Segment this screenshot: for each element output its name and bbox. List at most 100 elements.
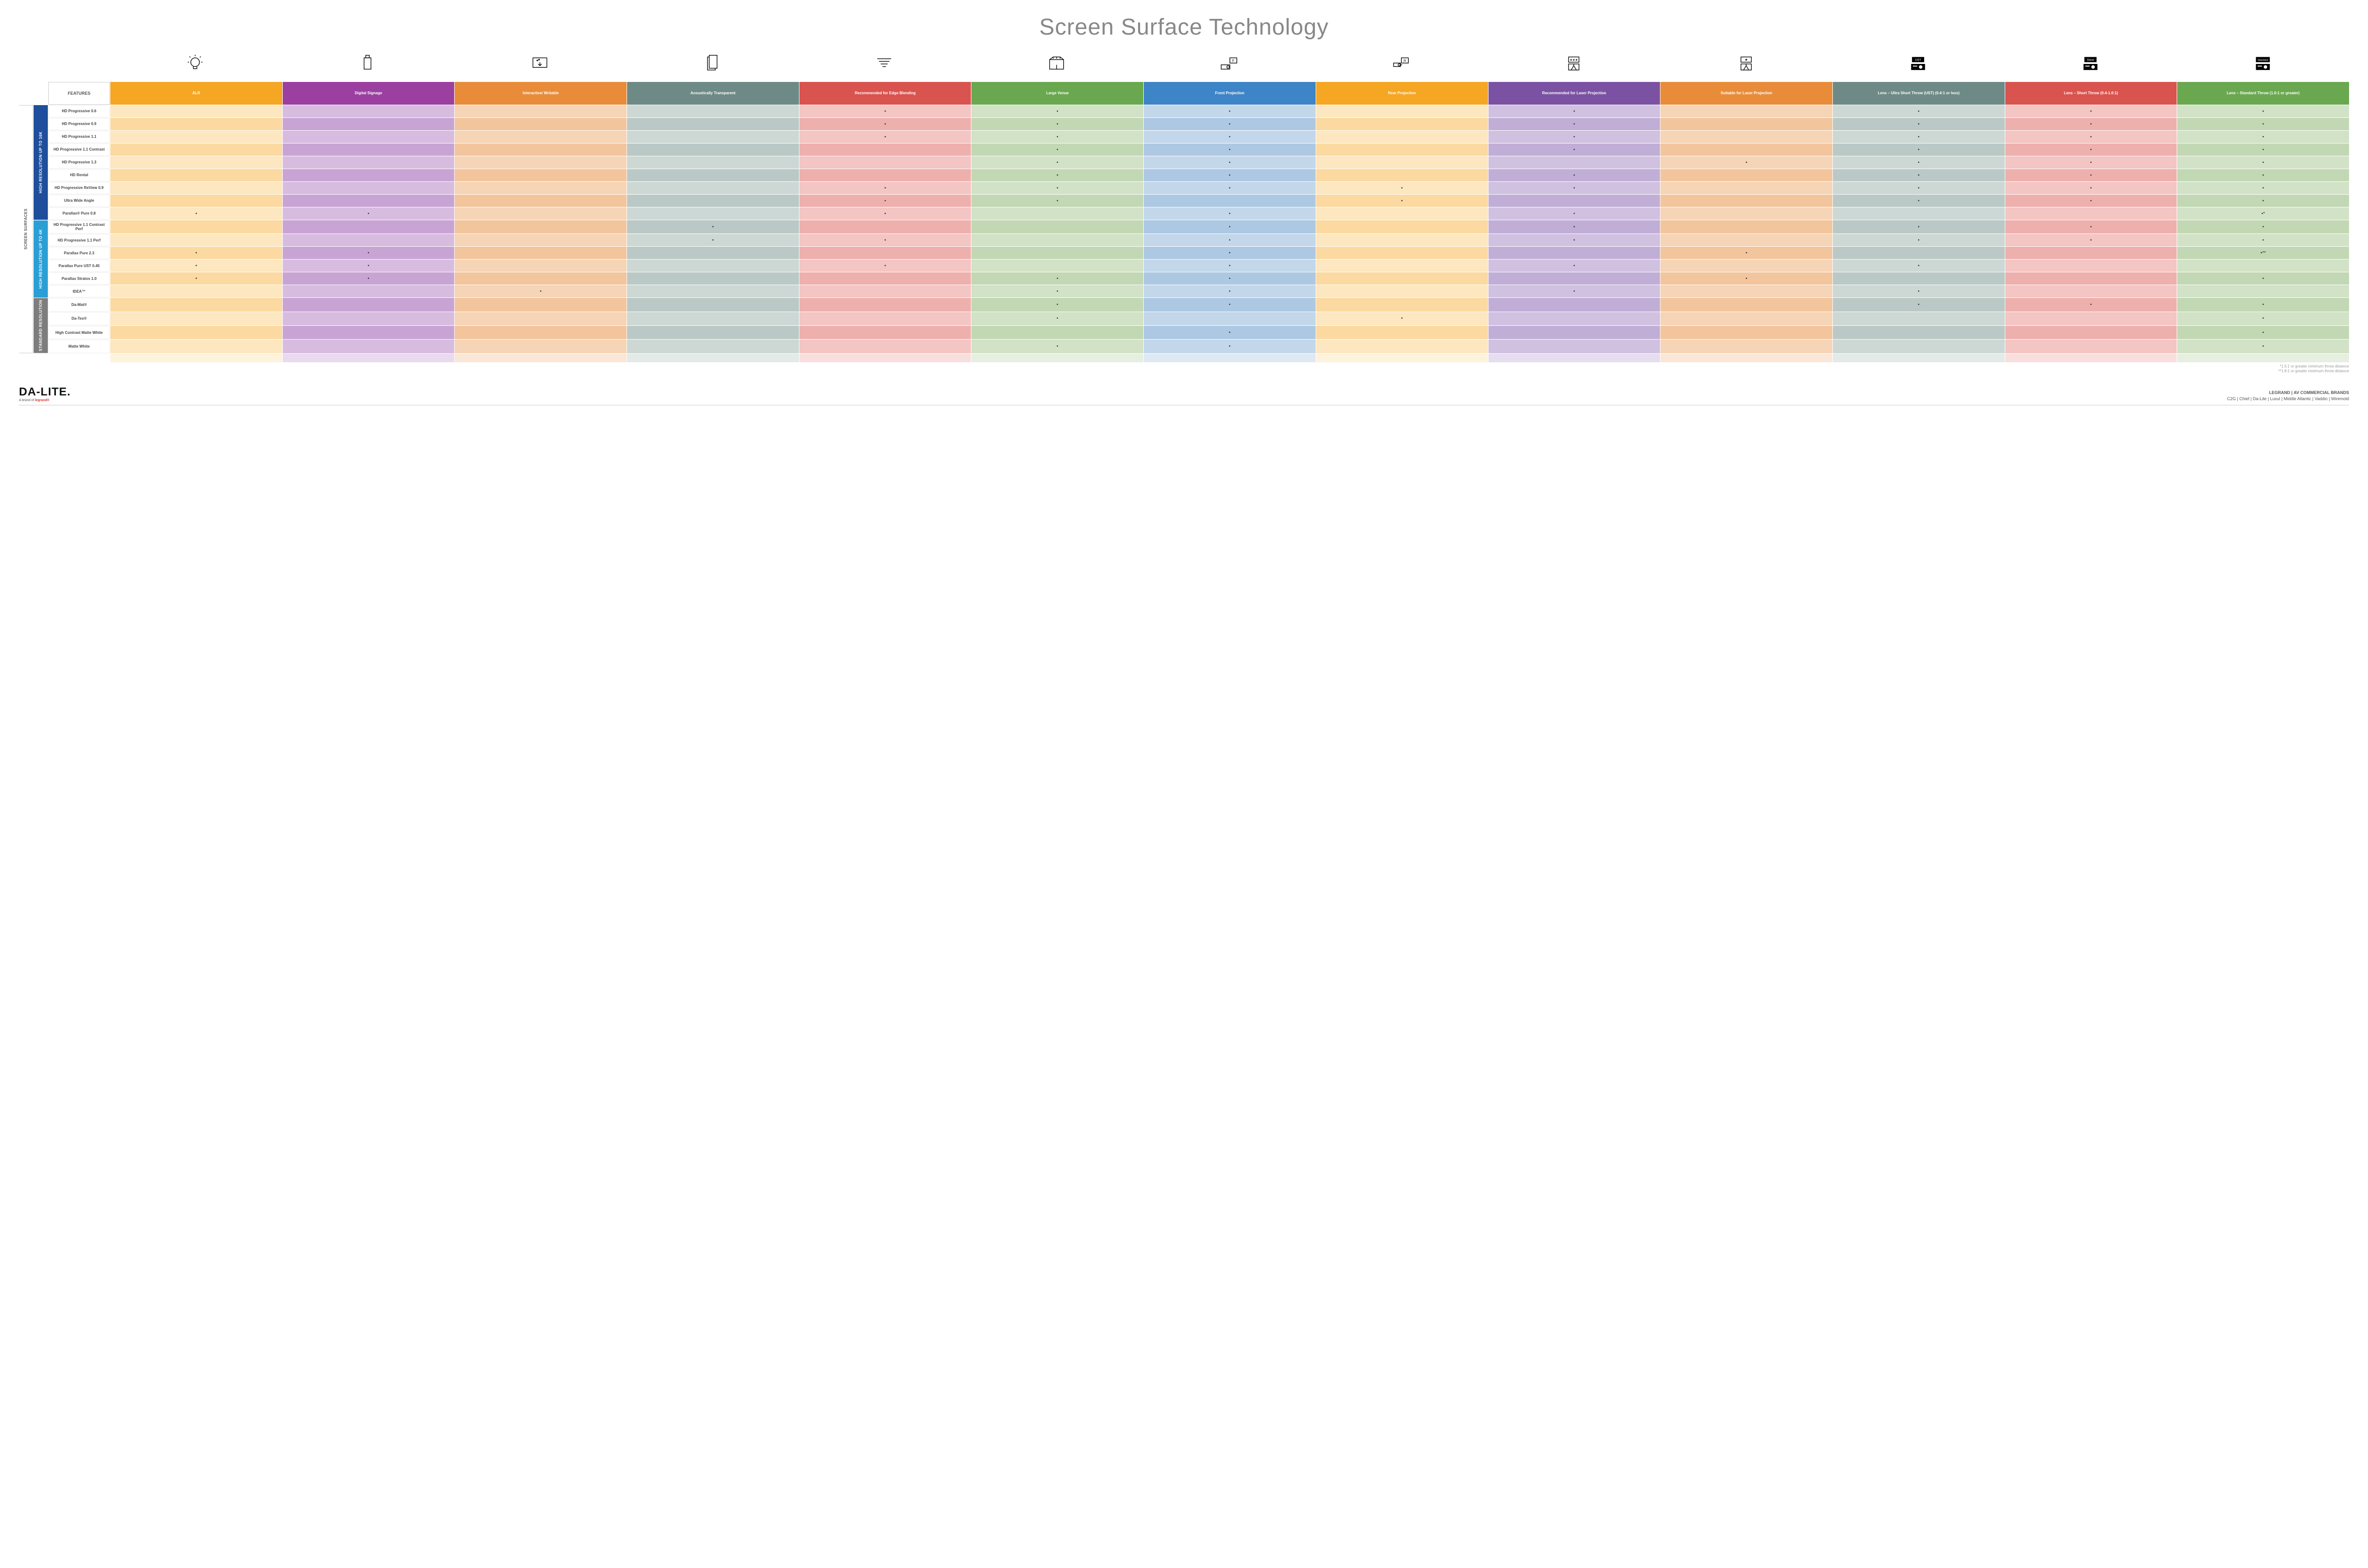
cell xyxy=(455,131,627,143)
row-label: Matte White xyxy=(48,340,110,353)
cell: • xyxy=(1833,169,2005,181)
cell: • xyxy=(1660,272,1832,285)
cell xyxy=(627,169,799,181)
group-2: STANDARD RESOLUTION xyxy=(34,298,48,353)
cell: • xyxy=(1833,143,2005,156)
cell xyxy=(627,285,799,297)
cell xyxy=(971,234,1143,246)
cell xyxy=(1489,312,1660,325)
row-label: HD Progressive 1.1 Contrast xyxy=(48,143,110,156)
group-0: HIGH RESOLUTION UP TO 16K xyxy=(34,105,48,220)
cell xyxy=(799,312,971,325)
svg-text:UST: UST xyxy=(1915,59,1921,62)
cell: • xyxy=(2177,195,2349,207)
cell xyxy=(1489,272,1660,285)
cell xyxy=(1144,312,1316,325)
cell xyxy=(971,326,1143,339)
cell xyxy=(1489,326,1660,339)
cell xyxy=(1489,195,1660,207)
cell xyxy=(110,234,282,246)
cell: • xyxy=(1144,298,1316,311)
cell xyxy=(1316,285,1488,297)
std-proj-icon: Standard xyxy=(2177,50,2349,78)
cell xyxy=(1660,326,1832,339)
cell xyxy=(455,234,627,246)
cell xyxy=(110,326,282,339)
row-label: HD Progressive 1.3 xyxy=(48,156,110,169)
cell: • xyxy=(2177,220,2349,233)
row-label: Da-Mat® xyxy=(48,298,110,311)
cell xyxy=(283,312,455,325)
cell: • xyxy=(1489,169,1660,181)
cell xyxy=(1316,220,1488,233)
cell xyxy=(799,340,971,353)
brand-logo: DA-LITE. xyxy=(19,385,71,399)
cell xyxy=(1833,272,2005,285)
cell: • xyxy=(1660,247,1832,259)
cell xyxy=(455,340,627,353)
row-label: Da-Tex® xyxy=(48,312,110,325)
cell xyxy=(1833,247,2005,259)
cell xyxy=(1316,118,1488,130)
cell: • xyxy=(1144,285,1316,297)
cell: •* xyxy=(2177,207,2349,220)
cell: • xyxy=(2177,156,2349,169)
cell: • xyxy=(971,312,1143,325)
cell xyxy=(1316,298,1488,311)
col-header-digsig: Digital Signage xyxy=(283,82,455,105)
cell xyxy=(110,285,282,297)
cell xyxy=(1316,272,1488,285)
cell xyxy=(1316,207,1488,220)
cell: • xyxy=(2005,143,2177,156)
col-header-alr: ALR xyxy=(110,82,282,105)
cell: • xyxy=(1489,182,1660,194)
cell xyxy=(1833,326,2005,339)
cell xyxy=(627,118,799,130)
cell xyxy=(1660,340,1832,353)
cell: • xyxy=(1489,207,1660,220)
cell xyxy=(971,220,1143,233)
cell: • xyxy=(110,272,282,285)
cell: • xyxy=(1489,285,1660,297)
ust-proj-icon: UST xyxy=(1832,50,2004,78)
cell: • xyxy=(1833,260,2005,272)
page-title: Screen Surface Technology xyxy=(19,14,2349,40)
cell xyxy=(110,220,282,233)
cell xyxy=(1660,220,1832,233)
cell: • xyxy=(2177,169,2349,181)
cell xyxy=(1316,169,1488,181)
cell xyxy=(2005,326,2177,339)
cell xyxy=(1316,131,1488,143)
cell xyxy=(1660,143,1832,156)
col-header-std: Lens – Standard Throw (1.0:1 or greater) xyxy=(2177,82,2349,105)
cell xyxy=(1660,312,1832,325)
cell xyxy=(1660,298,1832,311)
cell: • xyxy=(110,247,282,259)
cell: • xyxy=(110,260,282,272)
cell xyxy=(1489,298,1660,311)
cell: • xyxy=(1144,220,1316,233)
cell xyxy=(2005,260,2177,272)
cell: • xyxy=(1833,105,2005,117)
cell: • xyxy=(2005,195,2177,207)
cell xyxy=(110,156,282,169)
cell: • xyxy=(971,298,1143,311)
features-header: FEATURES xyxy=(48,82,110,105)
row-label: Ultra Wide Angle xyxy=(48,195,110,207)
cell: • xyxy=(1833,298,2005,311)
cell xyxy=(283,195,455,207)
cell: • xyxy=(1144,272,1316,285)
cell xyxy=(799,272,971,285)
cell: • xyxy=(971,143,1143,156)
cell xyxy=(627,156,799,169)
cell xyxy=(1660,105,1832,117)
cell: • xyxy=(1144,156,1316,169)
cell: • xyxy=(1833,156,2005,169)
cell xyxy=(455,326,627,339)
cell xyxy=(283,131,455,143)
cell xyxy=(971,247,1143,259)
footnote: *1.5:1 or greater minimum throw distance xyxy=(19,364,2349,369)
col-header-acoustic: Acoustically Transparent xyxy=(627,82,799,105)
cell: • xyxy=(971,156,1143,169)
row-label: HD Rental xyxy=(48,169,110,181)
